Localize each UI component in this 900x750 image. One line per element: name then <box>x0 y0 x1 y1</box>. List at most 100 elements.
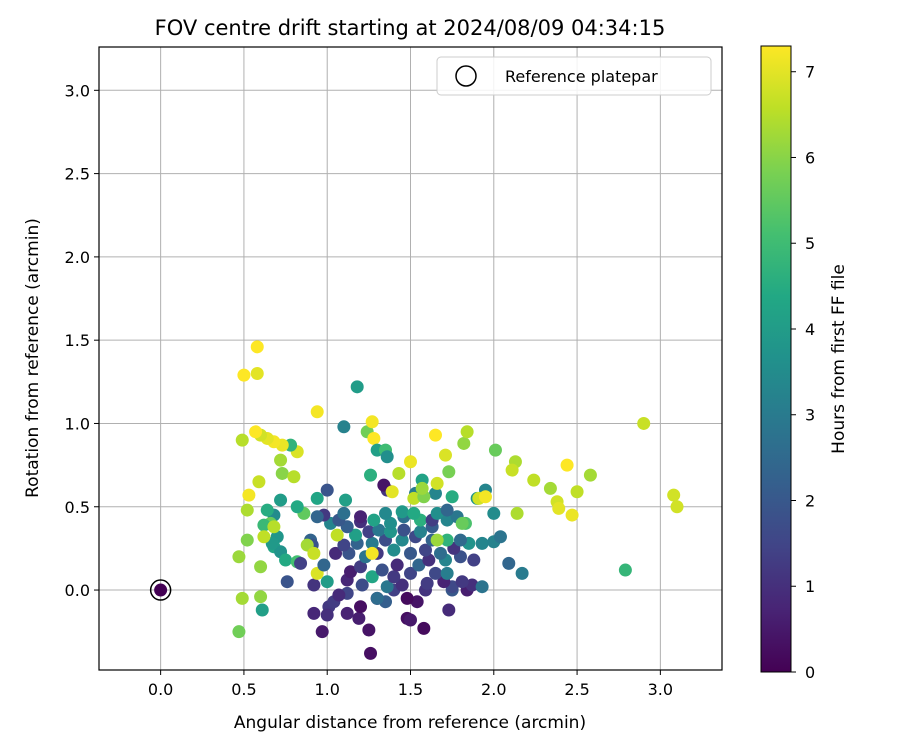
data-point <box>404 455 417 469</box>
data-point <box>370 591 384 605</box>
data-point <box>320 608 334 622</box>
data-point <box>487 506 501 520</box>
x-tick-label: 1.0 <box>314 680 339 699</box>
data-point <box>400 591 414 605</box>
data-point <box>267 520 281 534</box>
data-point <box>240 503 254 517</box>
colorbar-tick-label: 2 <box>805 491 815 510</box>
colorbar-tick-label: 5 <box>805 234 815 253</box>
data-point <box>392 466 406 480</box>
legend: Reference platepar <box>436 56 712 96</box>
colorbar-tick-label: 3 <box>805 406 815 425</box>
data-point <box>395 505 409 519</box>
y-tick-label: 1.0 <box>65 414 90 433</box>
colorbar-tick-label: 6 <box>805 148 815 167</box>
legend-marker-icon <box>455 65 477 87</box>
data-point <box>385 485 399 499</box>
data-point <box>430 476 444 490</box>
data-point <box>455 575 469 589</box>
data-point <box>249 425 263 439</box>
data-point <box>250 366 264 380</box>
data-point <box>438 448 452 462</box>
data-point <box>375 563 389 577</box>
data-point <box>422 553 436 567</box>
data-point <box>428 566 442 580</box>
data-point <box>317 558 331 572</box>
data-point <box>475 580 489 594</box>
data-point <box>372 523 386 537</box>
colorbar-tick-label: 7 <box>805 63 815 82</box>
data-point <box>488 443 502 457</box>
data-point <box>310 510 324 524</box>
data-point <box>430 506 444 520</box>
x-tick-label: 3.0 <box>648 680 673 699</box>
data-point <box>410 595 424 609</box>
data-point <box>415 481 429 495</box>
data-point <box>413 525 427 539</box>
data-point <box>404 566 417 580</box>
data-point <box>352 611 366 625</box>
data-point <box>442 603 456 617</box>
data-point <box>583 468 597 482</box>
data-point <box>387 570 401 584</box>
data-point <box>637 416 651 430</box>
data-point <box>407 506 421 520</box>
data-point <box>543 481 557 495</box>
data-point <box>453 533 467 547</box>
data-point <box>337 538 351 552</box>
data-point <box>387 543 401 557</box>
x-tick-label: 1.5 <box>398 680 423 699</box>
data-point <box>428 428 442 442</box>
colorbar-tick-label: 4 <box>805 320 815 339</box>
data-point <box>232 625 246 639</box>
data-point <box>242 488 256 502</box>
data-point <box>344 565 358 579</box>
colorbar-tick-label: 1 <box>805 577 815 596</box>
data-point <box>339 493 353 507</box>
data-point <box>235 591 249 605</box>
data-point <box>380 580 394 594</box>
data-point <box>315 625 329 639</box>
data-point <box>254 590 268 604</box>
data-point <box>428 486 442 500</box>
data-point <box>255 603 269 617</box>
data-point <box>440 513 454 527</box>
data-point <box>404 546 417 560</box>
x-tick-label: 2.0 <box>481 680 506 699</box>
data-point <box>257 530 271 544</box>
colorbar-tick-label: 0 <box>805 663 815 682</box>
data-point <box>320 483 334 497</box>
data-point <box>505 463 519 477</box>
data-point <box>355 578 369 592</box>
data-point <box>379 506 393 520</box>
data-point <box>257 518 271 532</box>
data-point <box>552 501 566 515</box>
data-point <box>390 558 404 572</box>
data-point <box>395 533 409 547</box>
data-point <box>430 533 444 547</box>
y-tick-label: 0.0 <box>65 581 90 600</box>
data-point <box>510 506 524 520</box>
data-point <box>397 523 411 537</box>
colorbar-label: Hours from first FF file <box>829 264 849 454</box>
data-point <box>475 536 489 550</box>
data-point <box>440 566 454 580</box>
legend-box <box>436 56 712 96</box>
data-point <box>365 415 379 429</box>
data-point <box>417 621 431 635</box>
data-point <box>340 606 354 620</box>
data-point <box>290 500 304 514</box>
data-point <box>320 575 334 589</box>
y-tick-label: 1.5 <box>65 331 90 350</box>
x-tick-label: 0.5 <box>231 680 256 699</box>
data-point <box>240 533 254 547</box>
data-point <box>478 490 492 504</box>
data-point <box>354 560 368 574</box>
data-point <box>457 436 471 450</box>
x-tick-label: 0.0 <box>148 680 173 699</box>
data-point <box>412 558 426 572</box>
legend-entry: Reference platepar <box>505 67 658 86</box>
data-point <box>493 530 507 544</box>
data-point <box>252 475 266 489</box>
x-axis-label: Angular distance from reference (arcmin) <box>234 713 586 733</box>
